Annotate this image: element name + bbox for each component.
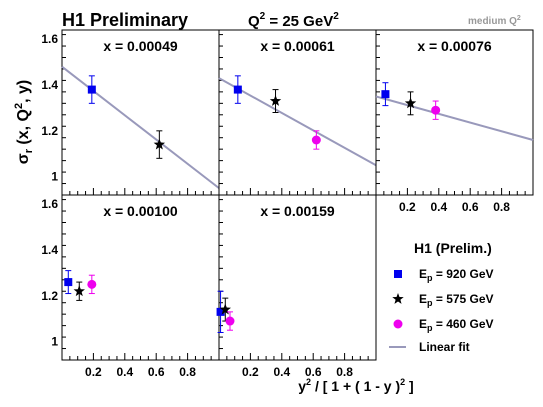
data-point-star bbox=[219, 303, 231, 315]
legend-entry-label: Ep = 460 GeV bbox=[419, 317, 494, 333]
panel-x-label: x = 0.00159 bbox=[260, 203, 335, 219]
y-tick-label: 1 bbox=[51, 335, 58, 349]
x-tick-label: 0.6 bbox=[462, 200, 479, 214]
x-tick-label: 0.4 bbox=[430, 200, 447, 214]
linear-fit-line bbox=[375, 95, 534, 141]
panel-5: 0.2 0.4 0.6 0.8 x = 0.00159 bbox=[216, 194, 377, 379]
panel-x-label: x = 0.00100 bbox=[103, 203, 178, 219]
x-tick-label: 0.6 bbox=[148, 365, 165, 379]
x-tick-label: 0.8 bbox=[179, 365, 196, 379]
panel-x-label: x = 0.00061 bbox=[260, 38, 335, 54]
y-tick-label: 1.2 bbox=[41, 289, 58, 303]
panel-2: x = 0.00061 bbox=[218, 29, 377, 196]
x-tick-label: 0.2 bbox=[242, 365, 259, 379]
data-point-star bbox=[153, 138, 166, 150]
figure-title: H1 Preliminary bbox=[62, 10, 188, 30]
data-point-circle bbox=[311, 135, 321, 145]
legend-entry-label: Linear fit bbox=[419, 340, 470, 354]
data-point-square bbox=[233, 85, 242, 94]
legend-marker-star bbox=[392, 293, 404, 304]
data-point-star bbox=[404, 97, 417, 109]
y-tick-label: 1 bbox=[51, 170, 58, 184]
data-point-square bbox=[216, 307, 225, 316]
x-tick-label: 0.8 bbox=[493, 200, 510, 214]
legend-entry-label: Ep = 575 GeV bbox=[419, 292, 494, 308]
x-tick-label: 0.2 bbox=[85, 365, 102, 379]
panel-frame bbox=[61, 194, 220, 361]
data-point-circle bbox=[225, 316, 235, 326]
legend-title: H1 (Prelim.) bbox=[414, 240, 492, 256]
data-point-star bbox=[269, 95, 282, 106]
data-point-square bbox=[381, 90, 390, 99]
panel-4: 1.6 1.4 1.2 1 0.2 0.4 0.6 0.8 x = 0.00100 bbox=[41, 194, 220, 379]
panel-frame bbox=[218, 29, 377, 196]
y-tick-label: 1.6 bbox=[41, 197, 58, 211]
panel-frame bbox=[375, 29, 534, 196]
panel-1: 1.6 1.4 1.2 1 x = 0.00049 bbox=[41, 29, 220, 196]
corner-label: medium Q2 bbox=[468, 15, 521, 27]
y-tick-label: 1.2 bbox=[41, 124, 58, 138]
y-axis-title: σr (x, Q2, y) bbox=[13, 80, 35, 165]
x-tick-label: 0.4 bbox=[116, 365, 133, 379]
legend: H1 (Prelim.) Ep = 920 GeV Ep = 575 GeV Ep … bbox=[389, 240, 494, 354]
legend-marker-square bbox=[394, 270, 402, 278]
data-point-circle bbox=[87, 279, 97, 289]
legend-marker-circle bbox=[393, 319, 403, 329]
x-tick-label: 0.4 bbox=[273, 365, 290, 379]
x-tick-label: 0.2 bbox=[399, 200, 416, 214]
y-tick-label: 1.4 bbox=[41, 243, 58, 257]
legend-entry-label: Ep = 920 GeV bbox=[419, 267, 494, 283]
data-point-square bbox=[87, 85, 96, 94]
x-tick-label: 0.6 bbox=[305, 365, 322, 379]
linear-fit-line bbox=[218, 77, 377, 167]
panel-x-label: x = 0.00049 bbox=[103, 38, 178, 54]
panel-frame bbox=[218, 194, 377, 361]
panel-x-label: x = 0.00076 bbox=[417, 38, 492, 54]
panel-3: 0.2 0.4 0.6 0.8 x = 0.00076 bbox=[375, 29, 534, 214]
data-point-star bbox=[73, 285, 85, 297]
x-axis-title: y2 / [ 1 + ( 1 - y )2 ] bbox=[298, 377, 413, 394]
x-tick-label: 0.8 bbox=[336, 365, 353, 379]
data-point-square bbox=[64, 278, 73, 287]
q2-label: Q2 = 25 GeV2 bbox=[248, 11, 339, 30]
y-tick-label: 1.4 bbox=[41, 78, 58, 92]
data-point-circle bbox=[431, 105, 441, 115]
y-tick-label: 1.6 bbox=[41, 32, 58, 46]
linear-fit-line bbox=[61, 65, 220, 189]
